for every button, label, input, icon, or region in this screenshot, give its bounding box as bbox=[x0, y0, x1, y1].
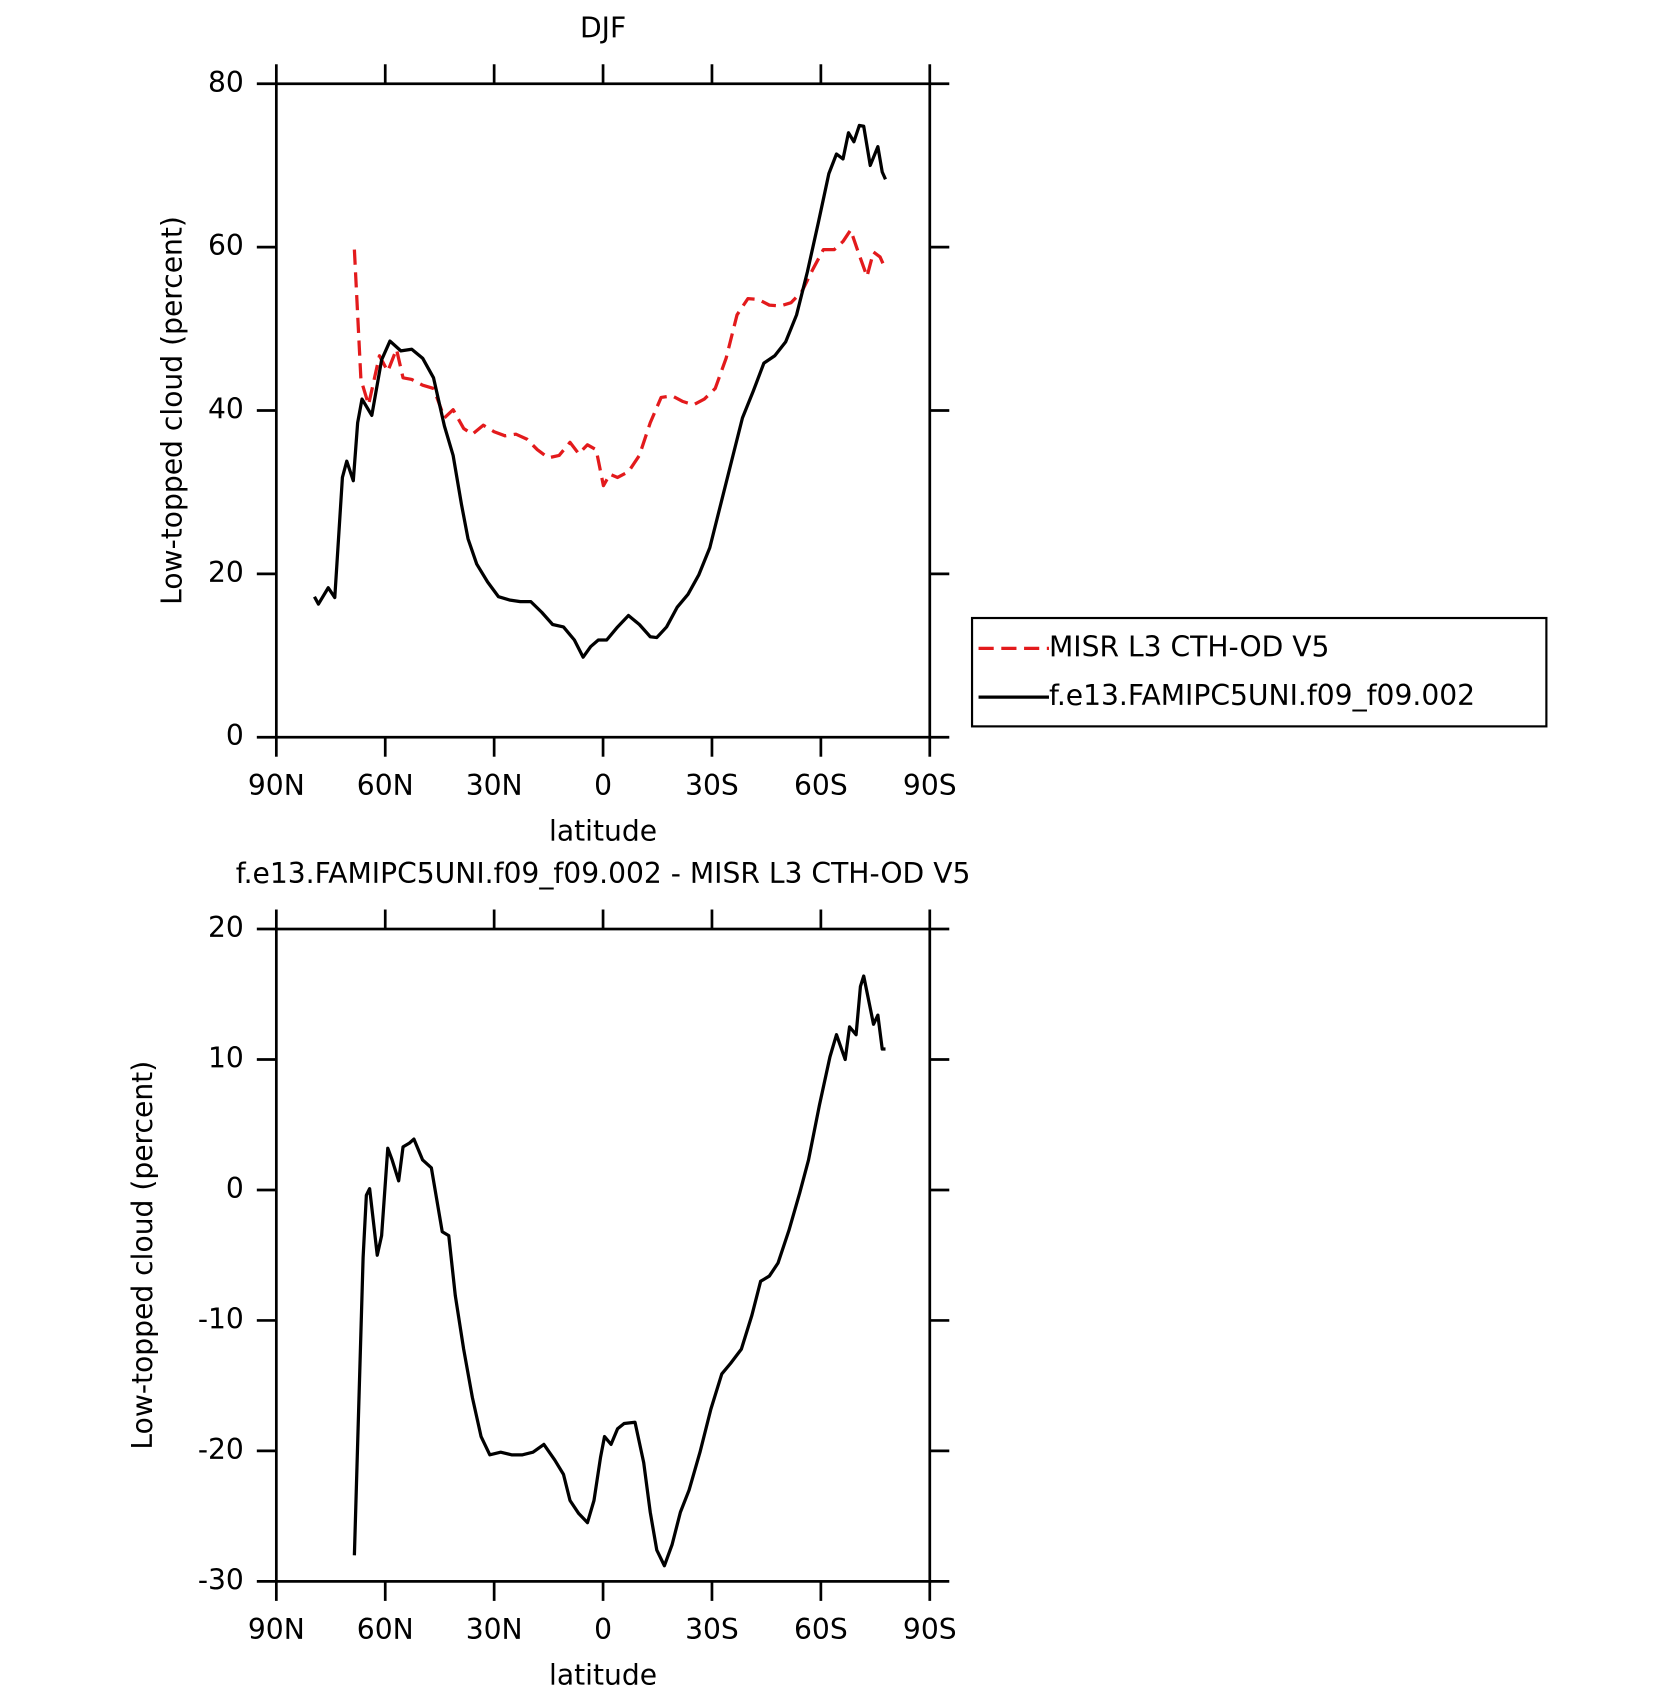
x-tick-label: 60N bbox=[357, 769, 414, 802]
x-tick-label: 60N bbox=[357, 1613, 414, 1646]
legend-label: MISR L3 CTH-OD V5 bbox=[1049, 630, 1329, 663]
x-tick-label: 0 bbox=[594, 769, 612, 802]
x-tick-label: 30N bbox=[466, 769, 523, 802]
legend-label: f.e13.FAMIPC5UNI.f09_f09.002 bbox=[1049, 679, 1475, 712]
x-tick-label: 0 bbox=[594, 1613, 612, 1646]
x-tick-label: 90N bbox=[248, 1613, 305, 1646]
y-axis-label: Low-topped cloud (percent) bbox=[126, 1061, 159, 1450]
y-tick-label: 40 bbox=[208, 392, 244, 425]
y-tick-label: 0 bbox=[226, 1172, 244, 1205]
plot-frame bbox=[274, 927, 932, 1583]
y-tick-label: 20 bbox=[208, 556, 244, 589]
data-line bbox=[352, 228, 887, 488]
y-tick-label: 20 bbox=[208, 911, 244, 944]
data-line bbox=[313, 123, 887, 659]
x-tick-label: 90S bbox=[903, 769, 957, 802]
x-axis-label: latitude bbox=[549, 815, 657, 848]
x-tick-label: 60S bbox=[794, 769, 848, 802]
y-tick-label: 0 bbox=[226, 719, 244, 752]
x-tick-label: 60S bbox=[794, 1613, 848, 1646]
x-tick-label: 30N bbox=[466, 1613, 523, 1646]
y-tick-label: 60 bbox=[208, 229, 244, 262]
chart-title: DJF bbox=[580, 12, 626, 45]
y-tick-label: -30 bbox=[198, 1563, 244, 1596]
x-tick-label: 90N bbox=[248, 769, 305, 802]
y-tick-label: -20 bbox=[198, 1433, 244, 1466]
legend-box bbox=[970, 616, 1548, 728]
y-axis-label: Low-topped cloud (percent) bbox=[155, 216, 188, 605]
y-tick-label: 80 bbox=[208, 66, 244, 99]
x-axis-label: latitude bbox=[549, 1659, 657, 1692]
chart-title: f.e13.FAMIPC5UNI.f09_f09.002 - MISR L3 C… bbox=[236, 857, 971, 890]
y-tick-label: 10 bbox=[208, 1041, 244, 1074]
y-tick-label: -10 bbox=[198, 1302, 244, 1335]
x-tick-label: 30S bbox=[685, 1613, 739, 1646]
x-tick-label: 90S bbox=[903, 1613, 957, 1646]
data-line bbox=[352, 974, 886, 1568]
x-tick-label: 30S bbox=[685, 769, 739, 802]
